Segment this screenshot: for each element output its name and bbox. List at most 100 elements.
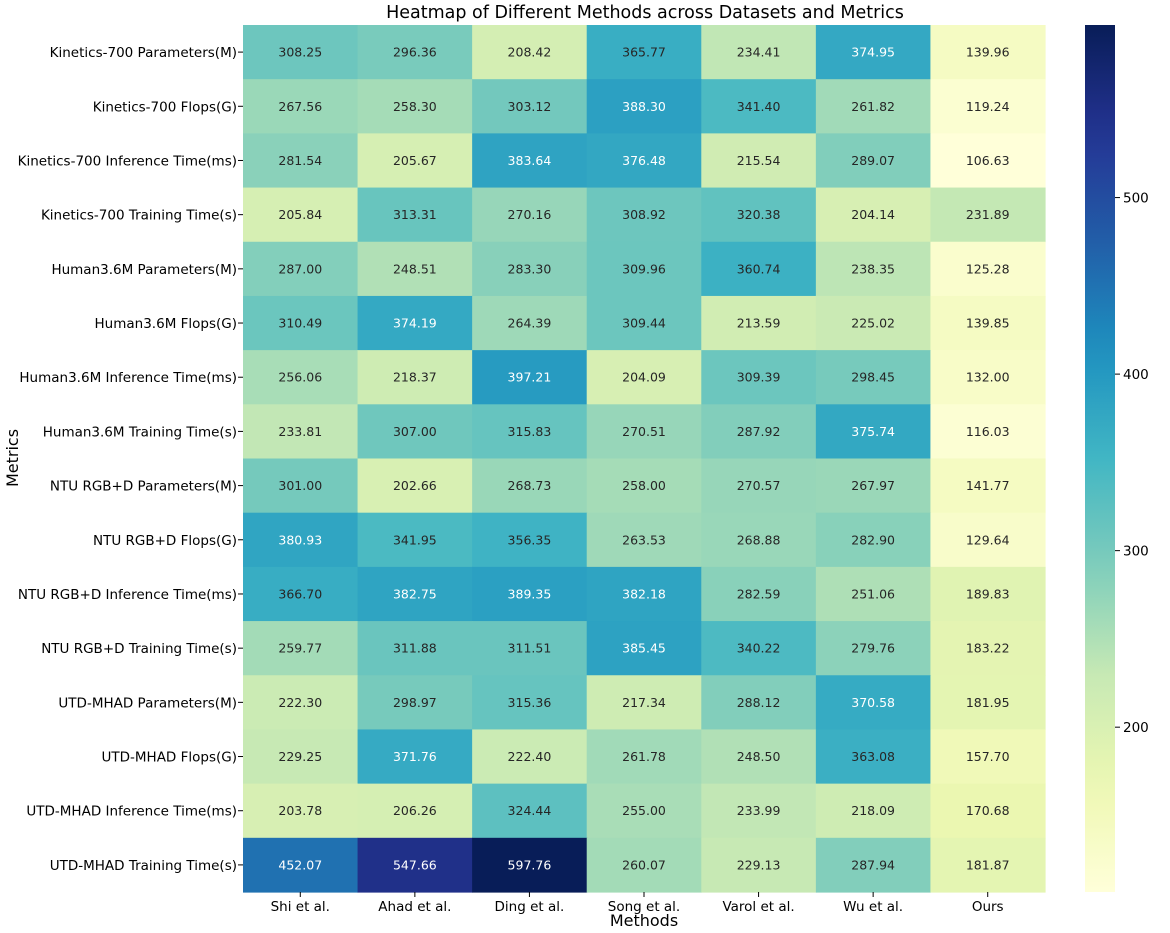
cell-value-label: 261.78: [622, 749, 666, 764]
cell-value-label: 340.22: [737, 641, 781, 656]
heatmap-cell: [472, 133, 588, 189]
y-tick-labels: Kinetics-700 Parameters(M) Kinetics-700 F…: [18, 45, 243, 874]
cell-value-label: 263.53: [622, 532, 666, 547]
cell-value-label: 279.76: [851, 641, 895, 656]
x-tick-label: Wu et al.: [843, 899, 903, 915]
heatmap-cell: [357, 350, 473, 405]
heatmap-cell: [243, 350, 359, 405]
cell-value-label: 213.59: [737, 316, 781, 331]
heatmap-cell: [243, 566, 359, 622]
heatmap-cell: [701, 25, 817, 80]
heatmap-cell: [815, 350, 932, 405]
heatmap-cell: [930, 621, 1046, 676]
cell-value-label: 204.14: [851, 207, 895, 222]
heatmap-cell: [930, 187, 1046, 243]
y-tick-label: NTU RGB+D Inference Time(ms): [18, 587, 237, 603]
cell-value-label: 365.77: [622, 45, 666, 60]
cell-value-label: 229.13: [737, 857, 781, 872]
heatmap-cell: [586, 675, 702, 731]
cell-value-label: 258.00: [622, 478, 666, 493]
cell-value-label: 251.06: [851, 586, 895, 601]
cell-value-label: 229.25: [278, 749, 322, 764]
heatmap-cell: [472, 566, 588, 622]
cell-value-label: 383.64: [508, 153, 552, 168]
cell-value-label: 206.26: [393, 803, 437, 818]
heatmap-cell: [472, 404, 588, 460]
heatmap-cell: [815, 621, 932, 676]
cell-value-label: 374.19: [393, 316, 437, 331]
cell-value-label: 139.96: [966, 45, 1010, 60]
heatmap-cell: [472, 295, 588, 351]
cell-value-label: 248.51: [393, 261, 437, 276]
cell-value-label: 268.73: [508, 478, 552, 493]
cell-value-label: 119.24: [966, 99, 1010, 114]
y-tick-label: Human3.6M Inference Time(ms): [19, 370, 237, 386]
heatmap-cell: [243, 79, 359, 134]
heatmap-cell: [472, 512, 588, 568]
cell-value-label: 205.84: [278, 207, 322, 222]
heatmap-cell: [701, 79, 817, 134]
cell-value-label: 270.51: [622, 424, 666, 439]
heatmap-cell: [472, 350, 588, 405]
heatmap-cell: [357, 621, 473, 676]
cell-value-label: 315.36: [508, 695, 552, 710]
heatmap-cell: [243, 295, 359, 351]
cell-value-label: 181.87: [966, 857, 1010, 872]
cell-value-label: 366.70: [278, 586, 322, 601]
heatmap-cell: [357, 566, 473, 622]
cell-value-label: 597.76: [508, 857, 552, 872]
heatmap-cell: [357, 25, 473, 80]
cell-value-label: 282.59: [737, 586, 781, 601]
heatmap-cell: [701, 187, 817, 243]
cell-value-label: 388.30: [622, 99, 666, 114]
cell-value-label: 315.83: [508, 424, 552, 439]
heatmap-cell: [472, 621, 588, 676]
cell-value-label: 287.92: [737, 424, 781, 439]
cell-value-label: 363.08: [851, 749, 895, 764]
colorbar-tick-label: 400: [1123, 367, 1149, 383]
heatmap-cell: [357, 404, 473, 460]
heatmap-cell: [586, 566, 702, 622]
cell-value-label: 298.97: [393, 695, 437, 710]
heatmap-cell: [701, 512, 817, 568]
cell-value-label: 259.77: [278, 641, 322, 656]
heatmap-cell: [815, 25, 932, 80]
heatmap-cell: [815, 675, 932, 731]
y-tick-label: UTD-MHAD Parameters(M): [58, 695, 237, 711]
heatmap-cell: [815, 512, 932, 568]
cell-value-label: 309.39: [737, 370, 781, 385]
heatmap-cell: [930, 837, 1046, 893]
cell-value-label: 341.95: [393, 532, 437, 547]
colorbar: 200 300 400 500: [1085, 25, 1149, 892]
cell-value-label: 256.06: [278, 370, 322, 385]
cell-value-label: 225.02: [851, 316, 895, 331]
cell-value-label: 255.00: [622, 803, 666, 818]
cell-value-label: 208.42: [508, 45, 552, 60]
cell-value-label: 310.49: [278, 316, 322, 331]
x-axis-label: Methods: [610, 911, 678, 930]
y-tick-label: UTD-MHAD Flops(G): [102, 750, 238, 766]
cell-value-label: 203.78: [278, 803, 322, 818]
heatmap-cell: [701, 241, 817, 297]
heatmap-cell: [243, 404, 359, 460]
cell-value-label: 267.97: [851, 478, 895, 493]
cell-value-label: 309.96: [622, 261, 666, 276]
heatmap-cell: [701, 404, 817, 460]
heatmap-cell: [586, 458, 702, 514]
cell-value-label: 270.57: [737, 478, 781, 493]
cell-value-label: 382.18: [622, 586, 666, 601]
heatmap-cell: [701, 295, 817, 351]
y-tick-label: NTU RGB+D Training Time(s): [41, 641, 237, 657]
heatmap-cell: [930, 241, 1046, 297]
cell-value-label: 170.68: [966, 803, 1010, 818]
heatmap-cell: [472, 241, 588, 297]
heatmap-cell: [472, 25, 588, 80]
heatmap-cell: [930, 350, 1046, 405]
cell-value-label: 222.40: [508, 749, 552, 764]
heatmap-cell: [243, 621, 359, 676]
cell-value-label: 204.09: [622, 370, 666, 385]
heatmap-cell: [815, 566, 932, 622]
cell-value-label: 281.54: [278, 153, 322, 168]
heatmap-cell: [930, 295, 1046, 351]
cell-value-label: 218.09: [851, 803, 895, 818]
